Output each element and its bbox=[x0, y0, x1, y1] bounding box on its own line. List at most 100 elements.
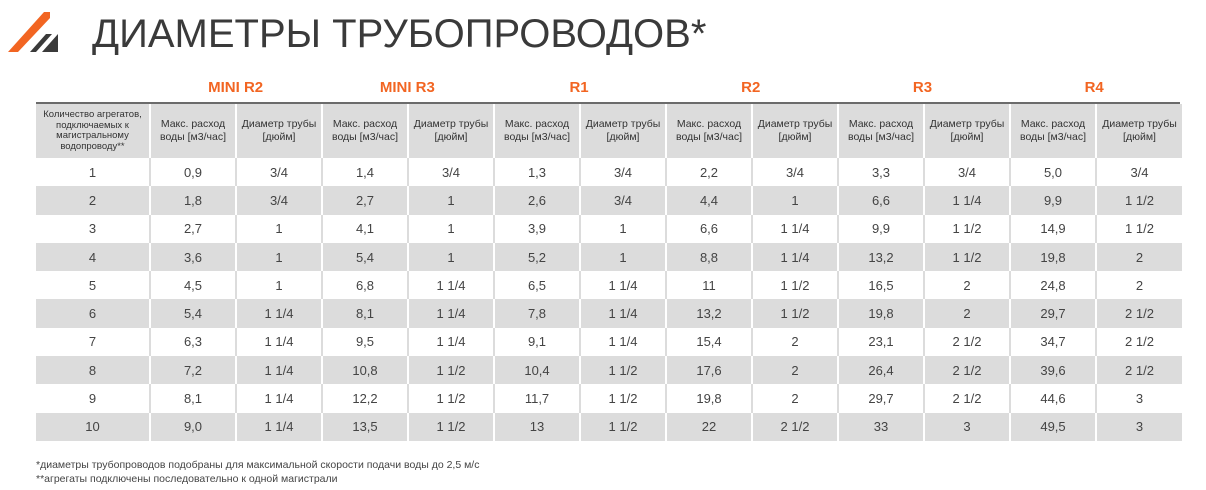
flow-cell: 34,7 bbox=[1010, 327, 1097, 357]
column-header-row: Количество агрегатов, подключаемых к маг… bbox=[36, 104, 1182, 158]
flow-cell: 13,5 bbox=[322, 412, 409, 441]
flow-cell: 7,8 bbox=[494, 299, 581, 328]
flow-cell: 2,7 bbox=[150, 214, 237, 243]
flow-cell: 11,7 bbox=[494, 384, 581, 413]
diameter-cell: 2 bbox=[1096, 242, 1182, 272]
diameter-cell: 1 1/2 bbox=[408, 356, 495, 385]
diameter-header: Диаметр трубы [дюйм] bbox=[236, 104, 323, 158]
flow-cell: 1,4 bbox=[322, 158, 409, 187]
diameter-cell: 1 1/4 bbox=[752, 214, 839, 243]
diameter-cell: 1 1/4 bbox=[408, 327, 495, 357]
model-name: R4 bbox=[1084, 79, 1104, 96]
units-count-cell: 4 bbox=[36, 242, 151, 272]
flow-cell: 44,6 bbox=[1010, 384, 1097, 413]
diameter-header: Диаметр трубы [дюйм] bbox=[1096, 104, 1182, 158]
flow-cell: 2,6 bbox=[494, 186, 581, 215]
flow-cell: 19,8 bbox=[1010, 242, 1097, 272]
flow-cell: 24,8 bbox=[1010, 271, 1097, 300]
diameter-cell: 2 1/2 bbox=[1096, 356, 1182, 385]
units-count-cell: 2 bbox=[36, 186, 151, 215]
diameter-cell: 2 1/2 bbox=[1096, 327, 1182, 357]
diameter-cell: 1 1/4 bbox=[236, 299, 323, 328]
flow-header: Макс. расход воды [м3/час] bbox=[150, 104, 237, 158]
diameter-cell: 1 bbox=[580, 214, 667, 243]
units-count-cell: 9 bbox=[36, 384, 151, 413]
flow-cell: 9,9 bbox=[838, 214, 925, 243]
diameter-cell: 1 1/2 bbox=[752, 299, 839, 328]
diameter-cell: 2 1/2 bbox=[752, 412, 839, 441]
diameter-cell: 3 bbox=[1096, 384, 1182, 413]
flow-header: Макс. расход воды [м3/час] bbox=[494, 104, 581, 158]
diameter-cell: 3/4 bbox=[580, 186, 667, 215]
flow-cell: 5,0 bbox=[1010, 158, 1097, 187]
page-title: ДИАМЕТРЫ ТРУБОПРОВОДОВ* bbox=[92, 12, 707, 56]
flow-cell: 10,8 bbox=[322, 356, 409, 385]
table-row: 1 0,9 3/4 1,4 3/4 1,3 3/4 2,2 3/4 3,3 3/4 5,0 3/4 bbox=[36, 158, 1182, 187]
flow-cell: 39,6 bbox=[1010, 356, 1097, 385]
flow-cell: 23,1 bbox=[838, 327, 925, 357]
diameter-cell: 3 bbox=[924, 412, 1011, 441]
diameter-cell: 1 bbox=[236, 214, 323, 243]
units-count-cell: 7 bbox=[36, 327, 151, 357]
flow-cell: 11 bbox=[666, 271, 753, 300]
diameter-header: Диаметр трубы [дюйм] bbox=[408, 104, 495, 158]
diameter-cell: 1 1/4 bbox=[752, 242, 839, 272]
diameter-cell: 1 bbox=[408, 186, 495, 215]
flow-cell: 13 bbox=[494, 412, 581, 441]
diameter-cell: 1 1/2 bbox=[580, 384, 667, 413]
flow-cell: 2,7 bbox=[322, 186, 409, 215]
diameter-cell: 3/4 bbox=[236, 186, 323, 215]
flow-cell: 6,6 bbox=[666, 214, 753, 243]
diameter-cell: 1 1/4 bbox=[236, 327, 323, 357]
pipe-diameter-table-wrap: MINI R2 MINI R3 R1 R2 R3 R4 Количество а… bbox=[36, 74, 1182, 441]
header-divider bbox=[36, 102, 1180, 104]
diameter-cell: 2 bbox=[1096, 271, 1182, 300]
flow-cell: 3,6 bbox=[150, 242, 237, 272]
diameter-cell: 1 bbox=[408, 242, 495, 272]
diameter-cell: 1 bbox=[236, 242, 323, 272]
model-name: R3 bbox=[912, 79, 933, 96]
flow-cell: 9,9 bbox=[1010, 186, 1097, 215]
table-row: 2 1,8 3/4 2,7 1 2,6 3/4 4,4 1 6,6 1 1/4 9,9 1 1/2 bbox=[36, 186, 1182, 215]
flow-cell: 9,0 bbox=[150, 412, 237, 441]
flow-cell: 6,8 bbox=[322, 271, 409, 300]
diameter-cell: 2 bbox=[752, 356, 839, 385]
units-count-cell: 8 bbox=[36, 356, 151, 385]
footnotes: *диаметры трубопроводов подобраны для ма… bbox=[36, 458, 479, 486]
diameter-cell: 3/4 bbox=[752, 158, 839, 187]
diameter-cell: 1 1/2 bbox=[580, 412, 667, 441]
diameter-cell: 3/4 bbox=[924, 158, 1011, 187]
diameter-cell: 1 1/2 bbox=[1096, 214, 1182, 243]
flow-cell: 4,5 bbox=[150, 271, 237, 300]
units-count-cell: 1 bbox=[36, 158, 151, 187]
flow-cell: 5,4 bbox=[322, 242, 409, 272]
diameter-cell: 2 bbox=[752, 384, 839, 413]
table-row: 5 4,5 1 6,8 1 1/4 6,5 1 1/4 11 1 1/2 16,5 2 24,8 2 bbox=[36, 271, 1182, 300]
diameter-cell: 1 bbox=[408, 214, 495, 243]
flow-cell: 10,4 bbox=[494, 356, 581, 385]
diameter-cell: 1 1/2 bbox=[408, 412, 495, 441]
flow-cell: 9,1 bbox=[494, 327, 581, 357]
flow-cell: 17,6 bbox=[666, 356, 753, 385]
diameter-cell: 1 1/4 bbox=[408, 299, 495, 328]
table-row: 6 5,4 1 1/4 8,1 1 1/4 7,8 1 1/4 13,2 1 1/2 19,8 2 2… bbox=[36, 299, 1182, 328]
table-row: 10 9,0 1 1/4 13,5 1 1/2 13 1 1/2 22 2 1/2 33 3 49,5… bbox=[36, 412, 1182, 441]
pipe-diameter-table: Количество агрегатов, подключаемых к маг… bbox=[36, 104, 1182, 441]
flow-cell: 4,1 bbox=[322, 214, 409, 243]
footnote-speed: *диаметры трубопроводов подобраны для ма… bbox=[36, 459, 480, 471]
units-count-cell: 6 bbox=[36, 299, 151, 328]
diameter-cell: 1 1/2 bbox=[580, 356, 667, 385]
flow-cell: 5,4 bbox=[150, 299, 237, 328]
flow-cell: 19,8 bbox=[666, 384, 753, 413]
table-row: 7 6,3 1 1/4 9,5 1 1/4 9,1 1 1/4 15,4 2 23,1 2 1/2 3… bbox=[36, 327, 1182, 357]
flow-cell: 1,8 bbox=[150, 186, 237, 215]
flow-header: Макс. расход воды [м3/час] bbox=[838, 104, 925, 158]
diameter-cell: 1 1/2 bbox=[752, 271, 839, 300]
model-name: MINI R2 bbox=[208, 79, 264, 96]
diameter-cell: 1 1/2 bbox=[924, 242, 1011, 272]
flow-cell: 26,4 bbox=[838, 356, 925, 385]
diameter-cell: 1 1/4 bbox=[580, 327, 667, 357]
table-body: 1 0,9 3/4 1,4 3/4 1,3 3/4 2,2 3/4 3,3 3/4 5,0 3/4 2 1,… bbox=[36, 158, 1182, 441]
flow-cell: 3,3 bbox=[838, 158, 925, 187]
flow-cell: 16,5 bbox=[838, 271, 925, 300]
